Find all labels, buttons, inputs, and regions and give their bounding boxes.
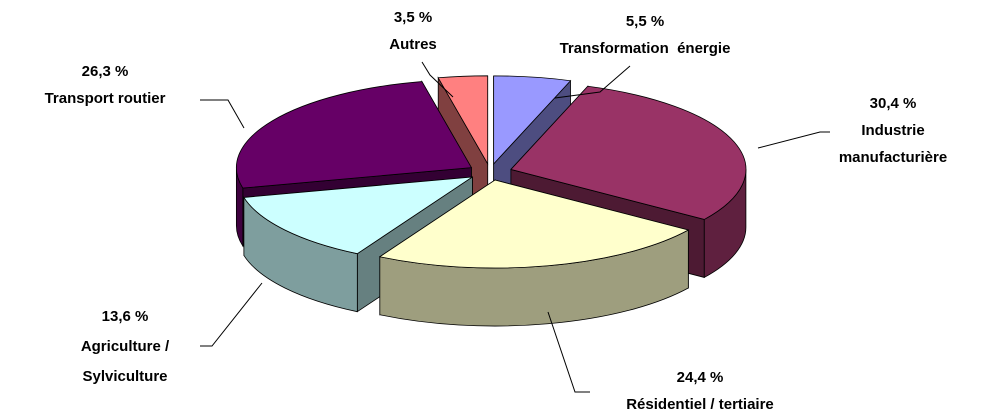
leader-line <box>554 65 631 99</box>
slice-top <box>243 176 473 255</box>
value-label: 30,4 % <box>869 95 917 112</box>
value-label: 13,6 % <box>101 308 149 325</box>
value-label: 3,5 % <box>393 9 433 26</box>
slice-top <box>493 75 572 165</box>
slice-top <box>378 179 690 269</box>
leader-line <box>757 131 830 149</box>
leader-line <box>200 99 245 129</box>
slice-top <box>437 75 489 166</box>
slice-label: 3,5 % Autres <box>389 4 437 58</box>
value-label: 26,3 % <box>81 63 129 80</box>
category-label: Transport routier <box>44 90 166 107</box>
slice-label: 5,5 % Transformation énergie <box>560 8 731 62</box>
slice-label: 26,3 % Transport routier <box>45 58 166 112</box>
category-label: Industrie manufacturière <box>838 122 948 166</box>
slice-label: 30,4 % Industrie manufacturière <box>818 90 968 171</box>
leader-line <box>200 282 263 347</box>
slice-label: 13,6 % Agriculture / Sylviculture <box>55 302 195 392</box>
category-label: Agriculture / Sylviculture <box>80 338 174 385</box>
category-label: Transformation énergie <box>559 40 731 57</box>
value-label: 5,5 % <box>625 13 665 30</box>
slice-label: 24,4 % Résidentiel / tertiaire <box>626 364 774 414</box>
leader-line <box>421 61 454 98</box>
slice-top <box>236 81 473 189</box>
value-label: 24,4 % <box>676 369 724 386</box>
leader-line <box>547 311 590 393</box>
category-label: Autres <box>389 36 437 53</box>
slices <box>235 75 747 327</box>
category-label: Résidentiel / tertiaire <box>626 396 774 413</box>
slice-top <box>510 85 747 220</box>
